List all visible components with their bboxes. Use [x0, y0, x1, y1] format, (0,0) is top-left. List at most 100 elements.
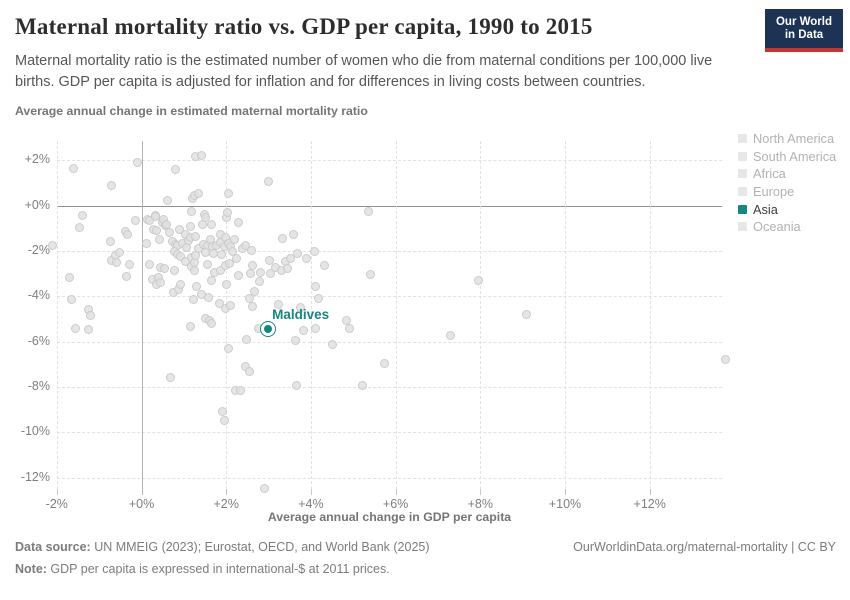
- scatter-point[interactable]: [164, 228, 174, 238]
- scatter-point[interactable]: [207, 318, 217, 328]
- scatter-point[interactable]: [720, 354, 730, 364]
- scatter-point[interactable]: [230, 235, 240, 245]
- scatter-point[interactable]: [256, 267, 266, 277]
- scatter-point[interactable]: [175, 224, 185, 234]
- scatter-point[interactable]: [278, 234, 288, 244]
- scatter-point[interactable]: [249, 287, 259, 297]
- scatter-point[interactable]: [302, 254, 312, 264]
- scatter-point[interactable]: [215, 266, 225, 276]
- scatter-point[interactable]: [202, 260, 212, 270]
- scatter-point[interactable]: [67, 294, 77, 304]
- scatter-point[interactable]: [185, 222, 195, 232]
- scatter-point[interactable]: [241, 240, 251, 250]
- scatter-point[interactable]: [311, 323, 321, 333]
- scatter-point[interactable]: [259, 484, 269, 494]
- scatter-point[interactable]: [151, 226, 161, 236]
- scatter-point[interactable]: [203, 293, 213, 303]
- scatter-point[interactable]: [445, 331, 455, 341]
- scatter-point[interactable]: [105, 237, 115, 247]
- scatter-point[interactable]: [175, 279, 185, 289]
- scatter-point[interactable]: [86, 310, 96, 320]
- scatter-point[interactable]: [194, 188, 204, 198]
- scatter-point[interactable]: [214, 298, 224, 308]
- scatter-point[interactable]: [242, 334, 252, 344]
- legend-item-oceania[interactable]: Oceania: [738, 218, 836, 236]
- scatter-point[interactable]: [365, 269, 375, 279]
- scatter-point[interactable]: [132, 158, 142, 168]
- scatter-point[interactable]: [84, 324, 94, 334]
- scatter-point[interactable]: [265, 256, 275, 266]
- footer-citation-link[interactable]: OurWorldinData.org/maternal-mortality | …: [573, 540, 836, 554]
- scatter-point[interactable]: [107, 181, 117, 191]
- scatter-point[interactable]: [115, 247, 125, 257]
- legend-item-south-america[interactable]: South America: [738, 148, 836, 166]
- scatter-point[interactable]: [220, 416, 230, 426]
- scatter-point[interactable]: [309, 246, 319, 256]
- scatter-point[interactable]: [71, 323, 81, 333]
- scatter-point[interactable]: [234, 217, 244, 227]
- scatter-point[interactable]: [246, 268, 256, 278]
- scatter-point[interactable]: [314, 293, 324, 303]
- scatter-point[interactable]: [522, 309, 532, 319]
- scatter-point[interactable]: [197, 220, 207, 230]
- scatter-point[interactable]: [69, 163, 79, 173]
- scatter-point[interactable]: [320, 260, 330, 270]
- scatter-point[interactable]: [226, 301, 236, 311]
- scatter-point[interactable]: [112, 257, 121, 267]
- scatter-point[interactable]: [74, 222, 84, 232]
- scatter-point[interactable]: [310, 282, 320, 292]
- scatter-point[interactable]: [222, 207, 232, 217]
- scatter-point[interactable]: [191, 251, 201, 261]
- scatter-point[interactable]: [292, 248, 302, 258]
- scatter-point[interactable]: [234, 271, 244, 281]
- scatter-point[interactable]: [165, 373, 175, 383]
- legend-item-north-america[interactable]: North America: [738, 130, 836, 148]
- scatter-point[interactable]: [245, 367, 255, 377]
- scatter-point[interactable]: [292, 381, 301, 391]
- scatter-point[interactable]: [364, 207, 374, 217]
- scatter-point[interactable]: [290, 336, 300, 346]
- scatter-point[interactable]: [192, 281, 202, 291]
- scatter-point[interactable]: [206, 219, 216, 229]
- scatter-point[interactable]: [171, 165, 181, 175]
- highlight-point-maldives[interactable]: [264, 325, 273, 334]
- scatter-point[interactable]: [263, 177, 273, 187]
- scatter-point[interactable]: [77, 211, 87, 221]
- scatter-point[interactable]: [344, 323, 354, 333]
- scatter-point[interactable]: [217, 249, 227, 259]
- scatter-point[interactable]: [145, 259, 155, 269]
- scatter-point[interactable]: [299, 326, 309, 336]
- scatter-point[interactable]: [48, 240, 58, 250]
- scatter-point[interactable]: [190, 232, 200, 242]
- scatter-point[interactable]: [169, 266, 179, 276]
- scatter-point[interactable]: [217, 407, 227, 417]
- scatter-point[interactable]: [162, 195, 172, 205]
- scatter-point[interactable]: [328, 340, 338, 350]
- scatter-point[interactable]: [358, 381, 368, 391]
- scatter-point[interactable]: [123, 230, 133, 240]
- scatter-point[interactable]: [200, 212, 210, 222]
- scatter-point[interactable]: [247, 302, 257, 312]
- scatter-point[interactable]: [379, 358, 389, 368]
- scatter-point[interactable]: [197, 151, 207, 161]
- scatter-point[interactable]: [131, 216, 141, 226]
- scatter-point[interactable]: [296, 303, 306, 313]
- legend-item-europe[interactable]: Europe: [738, 183, 836, 201]
- scatter-point[interactable]: [156, 277, 166, 287]
- scatter-point[interactable]: [254, 277, 264, 287]
- scatter-point[interactable]: [223, 343, 233, 353]
- scatter-point[interactable]: [187, 207, 197, 217]
- scatter-point[interactable]: [273, 300, 283, 310]
- scatter-point[interactable]: [122, 272, 132, 282]
- scatter-point[interactable]: [283, 264, 293, 274]
- scatter-point[interactable]: [186, 322, 196, 332]
- scatter-point[interactable]: [142, 238, 152, 248]
- scatter-point[interactable]: [154, 235, 164, 245]
- scatter-point[interactable]: [160, 264, 170, 274]
- scatter-point[interactable]: [240, 362, 250, 372]
- legend-item-asia[interactable]: Asia: [738, 200, 836, 218]
- scatter-point[interactable]: [232, 254, 242, 264]
- scatter-point[interactable]: [235, 386, 245, 396]
- scatter-point[interactable]: [221, 280, 231, 290]
- scatter-point[interactable]: [247, 245, 257, 255]
